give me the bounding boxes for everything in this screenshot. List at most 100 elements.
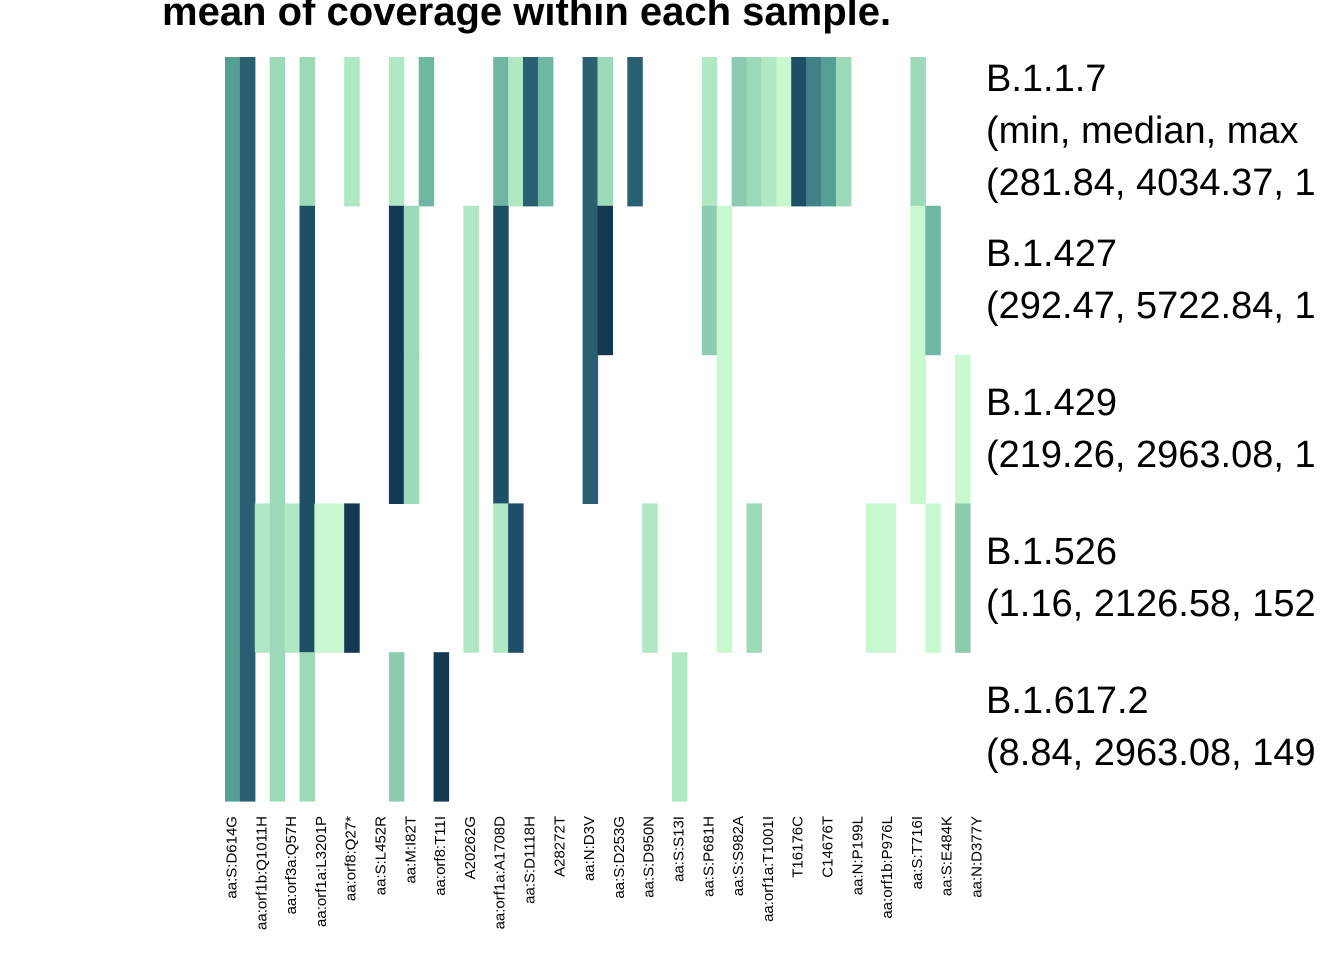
column-tick-label: T16176C <box>790 816 807 878</box>
heatmap-cell-r4-c14 <box>433 652 450 802</box>
row-label: B.1.427 (292.47, 5722.84, 1 <box>986 228 1316 332</box>
heatmap-cell-r1-c46 <box>910 205 926 356</box>
heatmap-cell-r0-c24 <box>582 57 599 207</box>
heatmap-cell-r3-c35 <box>746 503 762 653</box>
heatmap-cell-r3-c43 <box>865 503 882 653</box>
heatmap-cell-r0-c35 <box>746 57 762 207</box>
column-tick-label: C14676T <box>819 816 836 878</box>
heatmap-cell-r2-c3 <box>269 354 286 504</box>
row-label-line: B.1.427 <box>986 233 1117 275</box>
heatmap-cell-r3-c7 <box>329 503 345 653</box>
heatmap-cell-r4-c1 <box>239 652 256 802</box>
column-tick-label: aa:orf3a:Q57H <box>283 816 300 914</box>
heatmap-cell-r0-c3 <box>269 57 286 207</box>
column-tick-label: aa:S:D950N <box>641 816 658 898</box>
heatmap-cell-r0-c25 <box>597 57 613 207</box>
heatmap-cell-r1-c18 <box>493 205 509 356</box>
heatmap-cell-r0-c39 <box>806 57 822 207</box>
heatmap-cell-r0-c34 <box>731 57 748 207</box>
heatmap-cells <box>225 57 971 802</box>
column-tick-label: aa:N:D3V <box>581 816 598 881</box>
heatmap-cell-r1-c3 <box>269 205 286 356</box>
heatmap-cell-r0-c21 <box>537 57 554 207</box>
column-tick-label: aa:orf1b:P976L <box>879 816 896 919</box>
heatmap-cell-r0-c19 <box>508 57 524 207</box>
heatmap-cell-r0-c1 <box>239 57 256 207</box>
row-label-line: (219.26, 2963.08, 1 <box>986 434 1316 476</box>
column-tick-label: aa:S:P681H <box>700 816 717 897</box>
heatmap-cell-r3-c4 <box>284 503 301 653</box>
heatmap-cell-r1-c16 <box>463 205 479 356</box>
column-tick-label: aa:S:L452R <box>372 816 389 895</box>
heatmap-cell-r4-c5 <box>299 652 315 802</box>
column-tick-label: aa:orf1a:A1708D <box>492 816 509 930</box>
heatmap-cell-r2-c0 <box>225 354 241 504</box>
row-label-line: B.1.429 <box>986 382 1117 424</box>
heatmap-cell-r1-c12 <box>403 205 420 356</box>
heatmap-cell-r3-c1 <box>239 503 256 653</box>
column-tick-label: aa:S:E484K <box>939 816 956 896</box>
heatmap-cell-r0-c38 <box>791 57 807 207</box>
heatmap-cell-r2-c12 <box>403 354 420 504</box>
column-tick-label: aa:N:D377Y <box>968 816 985 898</box>
column-tick-label: aa:N:P199L <box>849 816 866 895</box>
heatmap-cell-r3-c2 <box>254 503 271 653</box>
heatmap-cell-r1-c24 <box>582 205 599 356</box>
row-label-line: (min, median, max <box>986 110 1299 152</box>
heatmap-cell-r1-c33 <box>716 205 733 356</box>
column-tick-label: aa:orf8:Q27* <box>343 816 360 901</box>
heatmap-cell-r3-c28 <box>642 503 658 653</box>
heatmap-cell-r3-c33 <box>716 503 733 653</box>
heatmap-cell-r4-c11 <box>388 652 405 802</box>
heatmap-cell-r0-c5 <box>299 57 315 207</box>
heatmap-cell-r0-c20 <box>523 57 539 207</box>
column-tick-label: aa:S:S13I <box>670 816 687 882</box>
heatmap-cell-r1-c5 <box>299 205 315 356</box>
column-tick-label: aa:S:D614G <box>223 816 240 899</box>
column-tick-label: aa:orf1b:Q1011H <box>253 816 270 930</box>
heatmap-cell-r1-c0 <box>225 205 241 356</box>
heatmap-cell-r2-c5 <box>299 354 315 504</box>
row-label: B.1.1.7 (min, median, max (281.84, 4034.37… <box>986 53 1316 209</box>
heatmap-cell-r2-c18 <box>493 354 509 504</box>
heatmap-cell-r0-c46 <box>910 57 926 207</box>
heatmap-cell-r3-c0 <box>225 503 241 653</box>
heatmap-cell-r4-c30 <box>672 652 688 802</box>
heatmap-cell-r2-c33 <box>716 354 733 504</box>
column-tick-label: aa:M:I82T <box>402 816 419 884</box>
column-tick-label: aa:orf8:T11I <box>432 816 449 896</box>
heatmap-cell-r2-c46 <box>910 354 926 504</box>
row-label-line: B.1.526 <box>986 531 1117 573</box>
heatmap-cell-r0-c8 <box>344 57 360 207</box>
column-tick-label: aa:orf1a:L3201P <box>313 816 330 927</box>
column-tick-label: aa:orf1a:T1001I <box>760 816 777 922</box>
row-label: B.1.617.2 (8.84, 2963.08, 149 <box>986 675 1316 779</box>
column-tick-labels: aa:S:D614G aa:orf1b:Q1011H aa:orf3a:Q57H aa… <box>223 816 985 930</box>
heatmap-cell-r1-c32 <box>701 205 718 356</box>
heatmap-cell-r0-c37 <box>776 57 792 207</box>
column-tick-label: A20262G <box>462 816 479 879</box>
heatmap-cell-r0-c13 <box>418 57 435 207</box>
heatmap-cell-r1-c11 <box>388 205 405 356</box>
column-tick-label: aa:S:D253G <box>611 816 628 899</box>
heatmap-cell-r0-c41 <box>835 57 852 207</box>
row-label-line: (281.84, 4034.37, 1 <box>986 162 1316 204</box>
heatmap-cell-r0-c27 <box>627 57 643 207</box>
heatmap-cell-r3-c8 <box>344 503 360 653</box>
heatmap-cell-r2-c11 <box>388 354 405 504</box>
column-tick-label: aa:S:D1118H <box>521 816 538 904</box>
heatmap-cell-r1-c47 <box>925 205 941 356</box>
heatmap-cell-r4-c3 <box>269 652 286 802</box>
heatmap-cell-r3-c44 <box>880 503 897 653</box>
heatmap-cell-r3-c5 <box>299 503 315 653</box>
heatmap-cell-r2-c16 <box>463 354 479 504</box>
row-label-line: B.1.1.7 <box>986 58 1107 100</box>
heatmap-cell-r2-c49 <box>955 354 971 504</box>
heatmap-cell-r3-c3 <box>269 503 286 653</box>
heatmap-cell-r3-c16 <box>463 503 479 653</box>
column-tick-label: A28272T <box>551 816 568 877</box>
heatmap-cell-r3-c49 <box>955 503 971 653</box>
heatmap-cell-r3-c19 <box>508 503 524 653</box>
heatmap-cell-r0-c32 <box>701 57 718 207</box>
